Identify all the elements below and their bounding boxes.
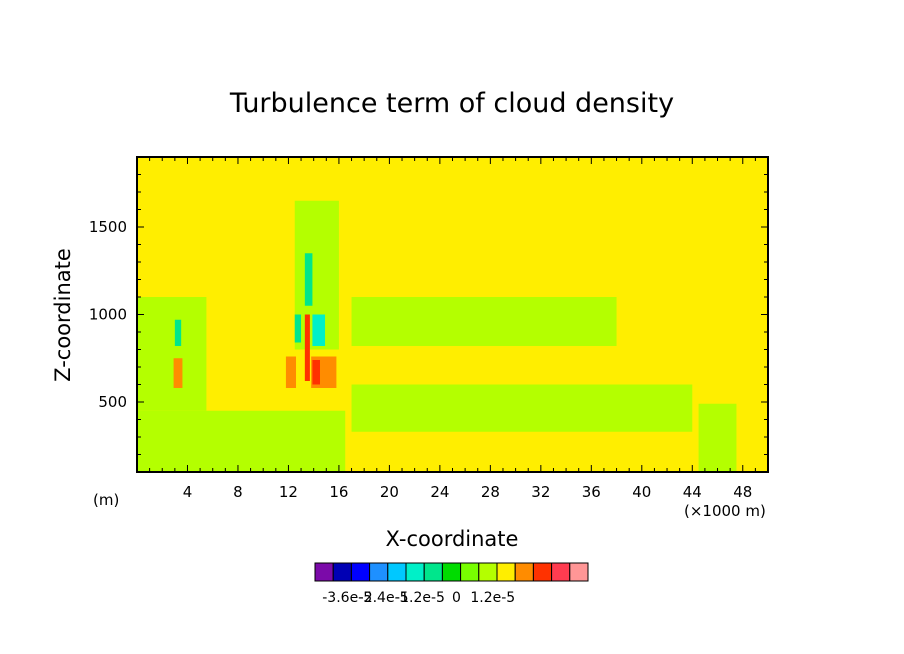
colorbar-label: 1.2e-5 xyxy=(470,590,515,606)
y-tick-label: 500 xyxy=(98,393,127,411)
x-scale-label: (×1000 m) xyxy=(684,502,766,520)
colorbar-swatch xyxy=(514,562,534,582)
contour-region-3 xyxy=(137,297,207,411)
chart-title: Turbulence term of cloud density xyxy=(229,88,674,119)
contour-region-7 xyxy=(294,314,302,343)
x-tick-label: 44 xyxy=(683,483,702,501)
colorbar-swatch xyxy=(314,562,334,582)
colorbar-swatch xyxy=(423,562,443,582)
colorbar-swatch xyxy=(569,562,589,582)
colorbar-swatch xyxy=(460,562,480,582)
x-tick-label: 4 xyxy=(183,483,193,501)
y-tick-label: 1500 xyxy=(89,218,127,236)
colorbar-label: -3.6e-5 xyxy=(322,590,372,606)
colorbar-swatch xyxy=(369,562,389,582)
x-tick-label: 20 xyxy=(380,483,399,501)
contour-region-2 xyxy=(137,410,346,472)
colorbar-label: 0 xyxy=(452,590,461,606)
x-tick-label: 40 xyxy=(632,483,651,501)
x-tick-label: 16 xyxy=(329,483,348,501)
x-unit-label: (m) xyxy=(93,491,119,509)
colorbar: -3.6e-5-2.4e-5-1.2e-5 0 1.2e-5 xyxy=(314,562,589,606)
colorbar-swatch xyxy=(496,562,516,582)
colorbar-swatch xyxy=(532,562,553,582)
y-axis-title: Z-coordinate xyxy=(51,248,75,382)
contour-region-10 xyxy=(173,358,183,388)
x-tick-label: 12 xyxy=(279,483,298,501)
x-axis-title: X-coordinate xyxy=(386,527,519,551)
contour-region-0 xyxy=(351,384,693,432)
contour-region-11 xyxy=(285,356,297,388)
x-tick-label: 8 xyxy=(233,483,243,501)
colorbar-swatch xyxy=(350,562,371,582)
contour-region-1 xyxy=(351,297,617,346)
colorbar-swatch xyxy=(478,562,498,582)
contour-region-4 xyxy=(698,403,737,472)
colorbar-swatch xyxy=(332,562,352,582)
x-tick-label: 36 xyxy=(582,483,601,501)
x-tick-label: 28 xyxy=(481,483,500,501)
contour-region-13 xyxy=(304,314,310,381)
contour-region-14 xyxy=(312,360,320,385)
colorbar-label: -2.4e-5 xyxy=(359,590,409,606)
contour-region-9 xyxy=(312,314,326,346)
colorbar-swatch xyxy=(387,562,407,582)
colorbar-swatch xyxy=(441,562,462,582)
colorbar-label: -1.2e-5 xyxy=(395,590,445,606)
x-tick-label: 24 xyxy=(430,483,449,501)
contour-region-6 xyxy=(174,319,182,346)
colorbar-swatch xyxy=(405,562,425,582)
x-tick-label: 48 xyxy=(733,483,752,501)
x-tick-label: 32 xyxy=(531,483,550,501)
contour-region-8 xyxy=(304,253,313,306)
y-tick-label: 1000 xyxy=(89,306,127,324)
colorbar-swatch xyxy=(551,562,571,582)
